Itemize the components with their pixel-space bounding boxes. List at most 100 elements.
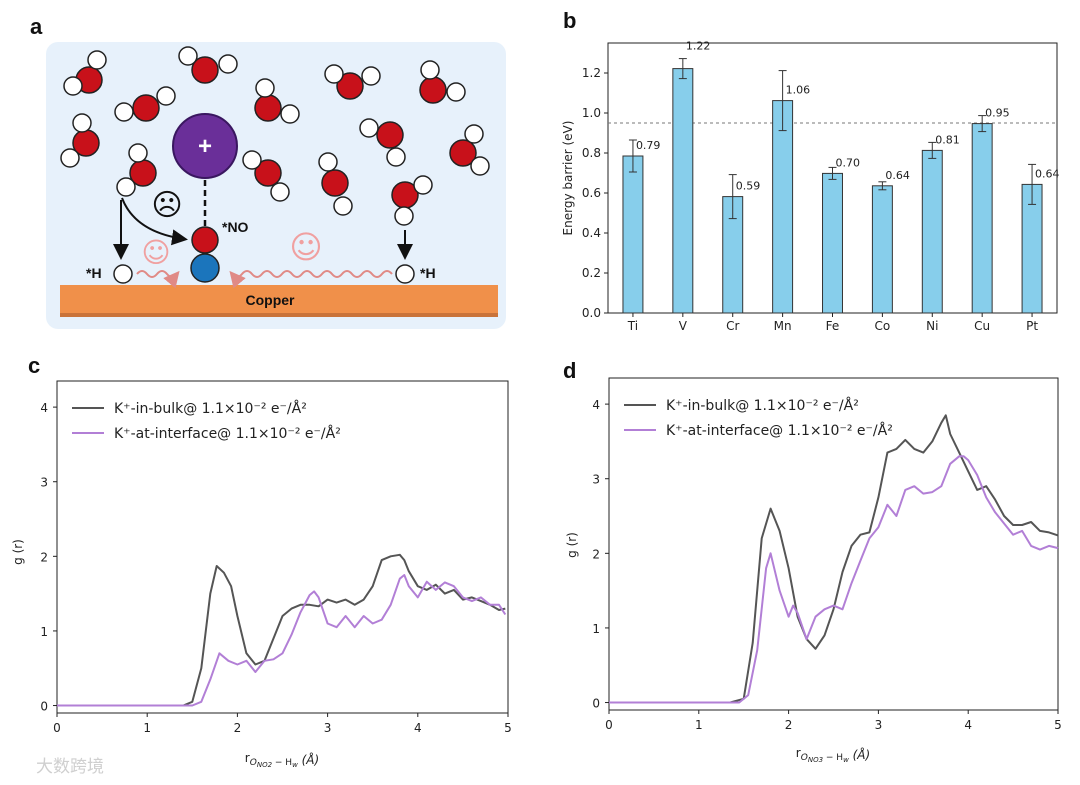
cation-sphere — [172, 113, 238, 179]
b-ytick-label: 1.0 — [582, 106, 601, 120]
water-oxygen-4 — [336, 72, 364, 100]
d-ytick-label: 0 — [592, 697, 600, 711]
h-diffusion-wave-right — [229, 270, 393, 289]
water-oxygen-2 — [191, 56, 219, 84]
b-bar-ti — [622, 155, 644, 314]
c-xlabel: rONO2 − Hw (Å) — [245, 751, 319, 769]
b-value-label: 0.64 — [885, 169, 910, 182]
d-xtick-label: 3 — [875, 718, 883, 732]
water-oxygen-9 — [376, 121, 404, 149]
rdf-chart-no3: 0 1 2 3 4 5 0 1 2 3 4 K⁺-in-bulk@ 1.1×10⁻² e⁻/Å² K⁺-… — [592, 377, 1062, 732]
water-hydrogen-0-0 — [63, 76, 83, 96]
b-bar-mn — [772, 100, 794, 314]
b-value-label: 0.64 — [1035, 167, 1060, 180]
b-ytick-label: 0.4 — [582, 226, 601, 240]
b-value-label: 0.79 — [636, 139, 661, 152]
d-ytick-label: 4 — [592, 398, 600, 412]
b-xtick-label: Ti — [627, 319, 638, 333]
d-plot-frame — [608, 377, 1059, 711]
b-value-label: 1.22 — [686, 40, 711, 53]
water-hydrogen-5-0 — [446, 82, 466, 102]
happy-face-left-icon: ☺ — [141, 236, 170, 269]
watermark-text: 大数跨境 — [36, 757, 104, 777]
d-series-line-bulk — [609, 414, 1059, 704]
c-xtick-label: 3 — [324, 721, 332, 735]
water-hydrogen-2-0 — [178, 46, 198, 66]
water-oxygen-1 — [132, 94, 160, 122]
water-hydrogen-left-bottom — [116, 177, 136, 197]
panel-letter-a: a — [30, 14, 43, 39]
c-series-line-interface — [57, 574, 507, 707]
no-nitrogen-atom — [190, 253, 220, 283]
c-legend-label-0: K⁺-in-bulk@ 1.1×10⁻² e⁻/Å² — [114, 400, 307, 417]
water-oxygen-5 — [419, 76, 447, 104]
no-oxygen-atom — [191, 226, 219, 254]
b-ytick-label: 0.8 — [582, 146, 601, 160]
b-bar-ni — [921, 149, 943, 314]
b-ytick-label: 1.2 — [582, 66, 601, 80]
cation-plus-sign: + — [198, 133, 212, 160]
water-hydrogen-8-0 — [318, 152, 338, 172]
b-xtick-label: Pt — [1026, 319, 1038, 333]
water-hydrogen-left-top — [128, 143, 148, 163]
water-hydrogen-9-0 — [359, 118, 379, 138]
water-hydrogen-1-0 — [114, 102, 134, 122]
water-hydrogen-3-0 — [255, 78, 275, 98]
panel-letter-c: c — [28, 353, 40, 378]
water-oxygen-3 — [254, 94, 282, 122]
b-ytick-label: 0.2 — [582, 266, 601, 280]
water-hydrogen-6-0 — [72, 113, 92, 133]
c-xtick-label: 0 — [53, 721, 61, 735]
water-hydrogen-8-1 — [333, 196, 353, 216]
h-label-left: *H — [86, 265, 102, 281]
b-bar-fe — [822, 172, 843, 314]
b-bar-co — [871, 185, 893, 314]
water-hydrogen-10-1 — [470, 156, 490, 176]
water-hydrogen-3-1 — [280, 104, 300, 124]
b-value-label: 0.59 — [736, 180, 761, 193]
water-oxygen-10 — [449, 139, 477, 167]
b-xtick-label: Fe — [826, 319, 840, 333]
rdf-chart-no2: 0 1 2 3 4 5 0 1 2 3 4 K⁺-in-bulk@ 1.1×10⁻² e⁻/Å² K⁺-… — [40, 380, 512, 735]
water-hydrogen-0-1 — [87, 50, 107, 70]
d-legend-label-1: K⁺-at-interface@ 1.1×10⁻² e⁻/Å² — [666, 422, 893, 439]
water-hydrogen-7-0 — [242, 150, 262, 170]
b-ylabel: Energy barrier (eV) — [561, 121, 575, 236]
b-bar-cu — [971, 123, 993, 314]
d-xtick-label: 5 — [1054, 718, 1062, 732]
energy-barrier-bar-chart: 0.0 0.2 0.4 0.6 0.8 1.0 1.2 0.79 Ti 1.22 V 0.59 Cr 1.… — [582, 40, 1060, 333]
b-xtick-label: Mn — [774, 319, 792, 333]
d-xlabel: rONO3 − Hw (Å) — [796, 746, 870, 764]
c-ytick-label: 1 — [40, 625, 48, 639]
water-hydrogen-2-1 — [218, 54, 238, 74]
c-xtick-label: 5 — [504, 721, 512, 735]
d-ytick-label: 3 — [592, 473, 600, 487]
c-xtick-label: 4 — [414, 721, 422, 735]
copper-label: Copper — [246, 292, 296, 308]
d-xtick-label: 2 — [785, 718, 793, 732]
water-hydrogen-1-1 — [156, 86, 176, 106]
h-label-right: *H — [420, 265, 436, 281]
c-series-line-bulk — [57, 553, 506, 707]
b-value-label: 0.81 — [935, 133, 960, 146]
b-xtick-label: V — [679, 319, 688, 333]
h-diffusion-wave-left — [136, 270, 180, 289]
d-xtick-label: 1 — [695, 718, 703, 732]
copper-shadow — [60, 313, 498, 317]
panel-letter-b: b — [563, 8, 576, 33]
b-value-label: 0.95 — [985, 107, 1010, 120]
proton-transfer-arrow-curved — [121, 197, 188, 246]
water-oxygen-8 — [321, 169, 349, 197]
c-ytick-label: 3 — [40, 476, 48, 490]
b-ytick-label: 0.6 — [582, 186, 601, 200]
b-xtick-label: Cu — [974, 319, 990, 333]
c-ytick-label: 0 — [40, 700, 48, 714]
b-bar-v — [672, 68, 694, 314]
water-hydrogen-4-1 — [361, 66, 381, 86]
d-xtick-label: 0 — [605, 718, 613, 732]
water-hydrogen-9-1 — [386, 147, 406, 167]
d-legend-label-0: K⁺-in-bulk@ 1.1×10⁻² e⁻/Å² — [666, 397, 859, 414]
water-hydrogen-10-0 — [464, 124, 484, 144]
c-xtick-label: 2 — [234, 721, 242, 735]
